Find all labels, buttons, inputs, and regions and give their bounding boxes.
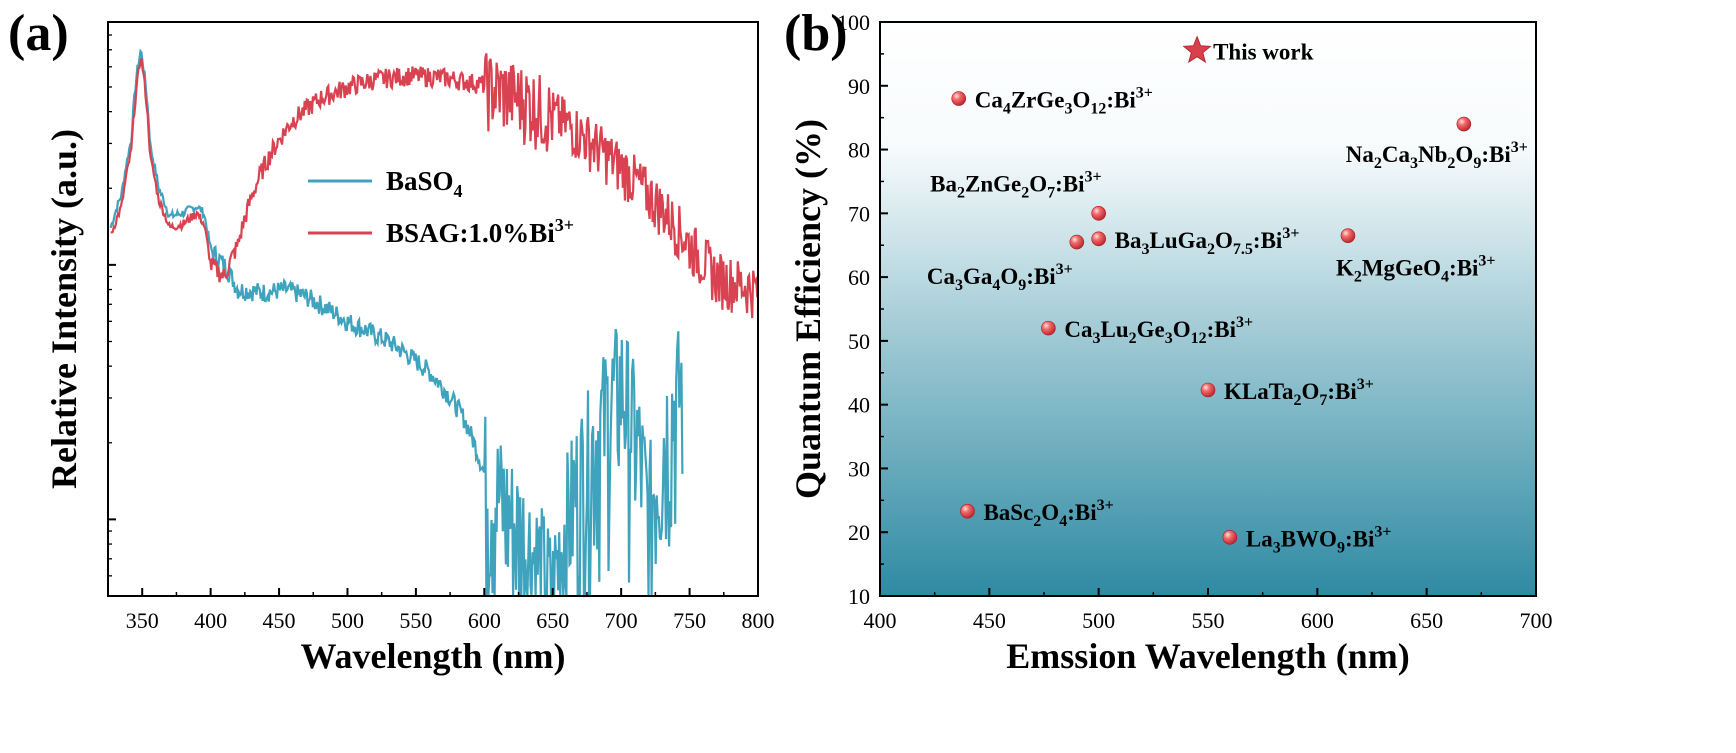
panel-a-frame <box>107 21 759 597</box>
y-tick-label: 50 <box>848 329 870 354</box>
x-tick-label: 600 <box>1301 608 1334 633</box>
panel-a-y-axis-title: Relative Intensity (a.u.) <box>44 129 84 489</box>
series-line-bsag <box>110 53 759 319</box>
point-label: Ca3Lu2Ge3O12:Bi3+ <box>1064 314 1253 347</box>
x-tick-label: 800 <box>742 608 775 633</box>
y-tick-label: 70 <box>848 201 870 226</box>
y-tick-label: 100 <box>837 10 870 35</box>
x-tick-label: 500 <box>331 608 364 633</box>
panel-a-x-axis-title: Wavelength (nm) <box>301 636 566 676</box>
panel-a-x-ticks: 350 400 450 500 550 600 650 700 750 800 <box>126 588 775 633</box>
x-tick-label: 700 <box>605 608 638 633</box>
x-tick-label: 400 <box>864 608 897 633</box>
x-tick-label: 550 <box>399 608 432 633</box>
y-tick-label: 30 <box>848 456 870 481</box>
point-label: KLaTa2O7:Bi3+ <box>1224 376 1374 409</box>
panel-b-x-axis-title: Emssion Wavelength (nm) <box>1006 636 1409 676</box>
panel-b-y-ticks: 10 20 30 40 50 60 70 80 90 100 <box>837 10 888 609</box>
data-point <box>1456 116 1472 132</box>
point-this-work-star-icon <box>1182 35 1212 64</box>
panel-a-plot-area <box>109 48 759 598</box>
x-tick-label: 400 <box>194 608 227 633</box>
panel-b-points: This work Ca4ZrGe3O12:Bi3+ Na2Ca3Nb2O9:Bi3… <box>927 35 1528 556</box>
series-line-baso4 <box>109 48 684 598</box>
point-label: La3BWO9:Bi3+ <box>1246 523 1392 556</box>
point-label: Ba2ZnGe2O7:Bi3+ <box>930 168 1101 201</box>
x-tick-label: 350 <box>126 608 159 633</box>
x-tick-label: 450 <box>973 608 1006 633</box>
data-point <box>1200 382 1216 398</box>
panel-b-letter: (b) <box>784 5 848 62</box>
y-tick-label: 80 <box>848 138 870 163</box>
data-point <box>1091 231 1106 247</box>
data-point <box>1069 234 1085 250</box>
data-point <box>1222 530 1238 545</box>
panel-a: (a) 350 400 450 500 550 600 650 700 750 800 Wavel… <box>8 5 775 676</box>
point-label: Ca4ZrGe3O12:Bi3+ <box>975 85 1153 118</box>
point-label: Na2Ca3Nb2O9:Bi3+ <box>1346 139 1528 172</box>
x-tick-label: 500 <box>1082 608 1115 633</box>
data-point <box>1091 206 1106 221</box>
point-label: Ba3LuGa2O7.5:Bi3+ <box>1115 225 1300 258</box>
data-point <box>1041 320 1056 336</box>
x-tick-label: 650 <box>536 608 569 633</box>
x-tick-label: 550 <box>1192 608 1225 633</box>
panel-a-y-ticks <box>108 21 116 597</box>
panel-b-background <box>880 22 1536 596</box>
y-tick-label: 40 <box>848 393 870 418</box>
panel-b: (b) This work Ca4ZrGe3O12:Bi3+ Na2Ca3Nb2O9… <box>784 5 1553 676</box>
data-point <box>951 91 967 106</box>
x-tick-label: 700 <box>1520 608 1553 633</box>
legend-label: BSAG:1.0%Bi3+ <box>386 215 574 248</box>
y-tick-label: 60 <box>848 265 870 290</box>
legend-label: BaSO4 <box>386 166 463 201</box>
panel-b-y-axis-title: Quantum Efficiency (%) <box>788 119 828 499</box>
y-tick-label: 90 <box>848 74 870 99</box>
y-tick-label: 10 <box>848 584 870 609</box>
point-label: BaSc2O4:Bi3+ <box>983 497 1113 530</box>
x-tick-label: 450 <box>263 608 296 633</box>
point-label: Ca3Ga4O9:Bi3+ <box>927 261 1073 294</box>
data-point <box>1340 228 1356 243</box>
point-label: K2MgGeO4:Bi3+ <box>1336 253 1496 286</box>
panel-b-x-ticks: 400 450 500 550 600 650 700 <box>864 588 1553 633</box>
x-tick-label: 650 <box>1410 608 1443 633</box>
data-point <box>960 503 975 519</box>
panel-a-legend: BaSO4 BSAG:1.0%Bi3+ <box>308 166 574 248</box>
x-tick-label: 600 <box>468 608 501 633</box>
point-label: This work <box>1213 40 1314 65</box>
panel-a-letter: (a) <box>8 5 69 62</box>
y-tick-label: 20 <box>848 520 870 545</box>
x-tick-label: 750 <box>673 608 706 633</box>
